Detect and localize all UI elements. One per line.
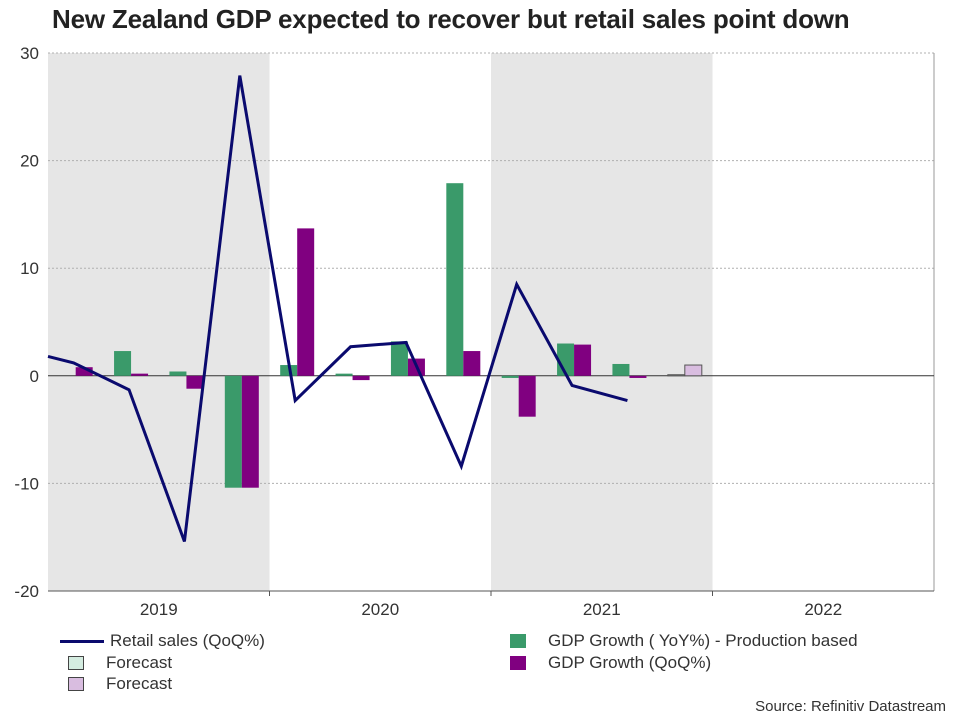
year-shade-2019 bbox=[48, 53, 270, 591]
y-axis-labels: 30 20 10 0 -10 -20 bbox=[14, 44, 39, 601]
legend-gdp-yoy-swatch bbox=[510, 634, 526, 648]
y-tick-label: 30 bbox=[20, 44, 39, 63]
bar-forecast-yoy bbox=[667, 374, 686, 377]
y-tick-label: 20 bbox=[20, 152, 39, 171]
x-year-label: 2021 bbox=[583, 600, 621, 619]
bar-gdp-yoy bbox=[390, 341, 408, 376]
x-year-label: 2020 bbox=[361, 600, 399, 619]
y-tick-label: -20 bbox=[14, 582, 39, 601]
bar-gdp-yoy bbox=[335, 373, 353, 376]
y-tick-label: 0 bbox=[30, 367, 39, 386]
x-year-label: 2019 bbox=[140, 600, 178, 619]
bar-gdp-qoq bbox=[574, 344, 592, 376]
legend-gdp-qoq-label: GDP Growth (QoQ%) bbox=[548, 653, 712, 672]
y-tick-label: 10 bbox=[20, 259, 39, 278]
bar-gdp-qoq bbox=[352, 375, 370, 381]
bars bbox=[75, 183, 703, 488]
year-shade-2021 bbox=[491, 53, 713, 591]
legend-forecast-green-swatch bbox=[68, 656, 84, 670]
bar-gdp-yoy bbox=[501, 375, 519, 378]
bar-gdp-qoq bbox=[518, 375, 536, 417]
legend-gdp-qoq: GDP Growth (QoQ%) bbox=[498, 653, 711, 673]
bar-gdp-yoy bbox=[612, 363, 630, 376]
x-year-label: 2022 bbox=[804, 600, 842, 619]
legend-forecast-green: Forecast bbox=[56, 653, 172, 673]
bar-gdp-qoq bbox=[463, 351, 481, 376]
legend-forecast-green-label: Forecast bbox=[106, 653, 173, 672]
bar-gdp-yoy bbox=[169, 371, 187, 376]
x-axis: 2019 2020 2021 2022 bbox=[48, 590, 934, 619]
bar-gdp-qoq bbox=[186, 375, 204, 389]
bar-gdp-qoq bbox=[75, 367, 93, 376]
retail-sales-line bbox=[47, 75, 628, 543]
bar-gdp-yoy bbox=[446, 183, 464, 376]
chart-title: New Zealand GDP expected to recover but … bbox=[52, 4, 850, 34]
legend-gdp-yoy: GDP Growth ( YoY%) - Production based bbox=[498, 631, 858, 651]
legend-forecast-purple: Forecast bbox=[56, 674, 172, 694]
bar-gdp-qoq bbox=[241, 375, 259, 488]
y-tick-label: -10 bbox=[14, 474, 39, 493]
source-note: Source: Refinitiv Datastream bbox=[755, 698, 946, 715]
legend-gdp-yoy-label: GDP Growth ( YoY%) - Production based bbox=[548, 631, 858, 650]
bar-gdp-qoq bbox=[131, 373, 149, 376]
retail-line-group bbox=[47, 75, 628, 543]
legend-retail: Retail sales (QoQ%) bbox=[60, 631, 265, 651]
legend-forecast-purple-swatch bbox=[68, 677, 84, 691]
bar-forecast-qoq bbox=[684, 364, 703, 377]
year-shading bbox=[48, 53, 713, 591]
legend-gdp-qoq-swatch bbox=[510, 656, 526, 670]
legend-retail-label: Retail sales (QoQ%) bbox=[110, 631, 265, 650]
bar-gdp-qoq bbox=[297, 228, 315, 376]
legend-forecast-purple-label: Forecast bbox=[106, 674, 173, 693]
bar-gdp-yoy bbox=[114, 351, 132, 376]
bar-gdp-yoy bbox=[224, 375, 242, 488]
bar-gdp-qoq bbox=[629, 375, 647, 378]
legend-retail-swatch bbox=[60, 639, 104, 643]
